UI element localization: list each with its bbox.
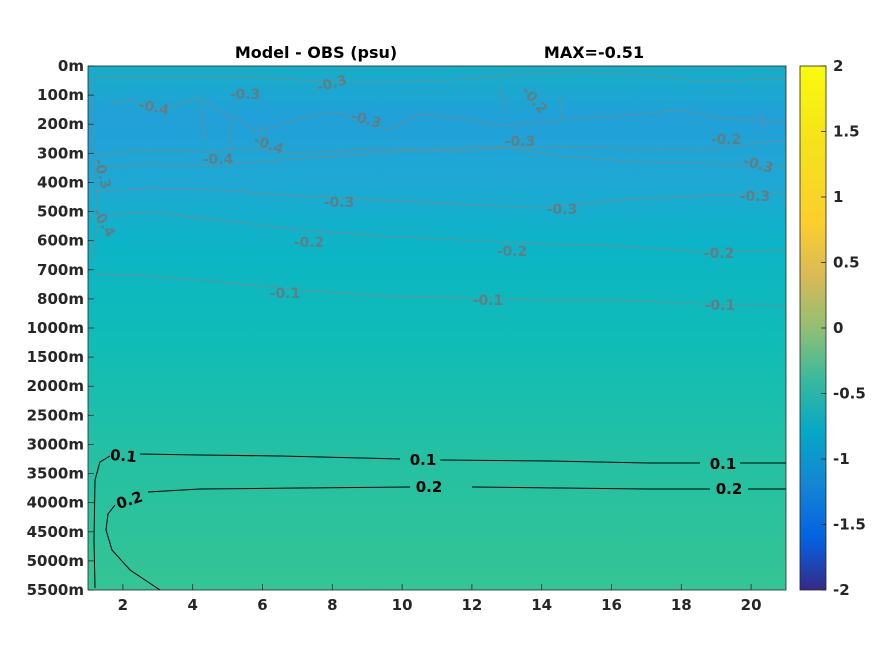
contour-label: -0.3: [230, 87, 261, 103]
x-tick-label: 18: [671, 596, 692, 614]
contour-label: 0.1: [109, 446, 137, 466]
x-tick-label: 8: [327, 596, 337, 614]
positive-contours: [93, 453, 786, 591]
y-tick-label: 1500m: [27, 348, 84, 366]
y-tick-label: 300m: [37, 144, 84, 162]
y-tick-label: 400m: [37, 173, 84, 191]
colorbar-tick-label: 1.5: [833, 123, 860, 141]
y-axis: 0m 100m 200m 300m 400m 500m 600m 700m 800m 1000m 1…: [27, 57, 94, 599]
negative-contours: [91, 71, 787, 307]
y-tick-label: 500m: [37, 203, 84, 221]
contour-label: -0.3: [315, 72, 349, 95]
contour-label: -0.2: [704, 246, 735, 262]
contour-label: 0.1: [710, 455, 737, 473]
y-tick-label: 800m: [37, 290, 84, 308]
y-tick-label: 700m: [37, 261, 84, 279]
heatmap-field: [88, 66, 786, 590]
x-tick-label: 10: [392, 596, 413, 614]
contour-line: [95, 273, 787, 307]
y-tick-label: 1000m: [27, 319, 84, 337]
contour-label: -0.1: [473, 293, 504, 309]
y-tick-label: 100m: [37, 86, 84, 104]
y-tick-label: 0m: [58, 57, 84, 75]
contour-line: [91, 211, 787, 253]
x-tick-label: 16: [601, 596, 622, 614]
y-tick-label: 3500m: [27, 465, 84, 483]
y-tick-label: 4500m: [27, 523, 84, 541]
colorbar-tick-label: 0.5: [833, 254, 860, 272]
contour-label: -0.3: [547, 202, 578, 218]
contour-label: -0.4: [203, 152, 234, 168]
contour-line: [91, 71, 787, 83]
y-tick-label: 600m: [37, 232, 84, 250]
plot-title: Model - OBS (psu): [235, 43, 397, 62]
x-tick-label: 12: [461, 596, 482, 614]
contour-line: [199, 85, 765, 151]
y-tick-label: 2500m: [27, 406, 84, 424]
contour-label: -0.3: [324, 195, 355, 211]
contour-line-0.1: [439, 459, 700, 464]
colorbar-tick-label: -0.5: [833, 385, 866, 403]
colorbar-tick-label: -1: [833, 450, 850, 468]
contour-label: -0.2: [294, 235, 325, 251]
y-tick-label: 4000m: [27, 494, 84, 512]
x-tick-label: 2: [118, 596, 128, 614]
contour-line-0.2: [147, 486, 411, 493]
x-tick-label: 6: [257, 596, 267, 614]
contour-label: -0.3: [349, 108, 383, 131]
colorbar-tick-label: -2: [833, 581, 850, 599]
contour-label: -0.4: [137, 97, 171, 119]
y-tick-label: 2000m: [27, 377, 84, 395]
contour-label: -0.3: [741, 153, 775, 176]
contour-label: -0.1: [705, 298, 736, 314]
max-label: MAX=-0.51: [544, 43, 644, 62]
contour-label: -0.1: [270, 286, 301, 302]
colorbar-tick-label: 1: [833, 188, 843, 206]
y-tick-label: 5500m: [27, 581, 84, 599]
contour-label: -0.3: [505, 134, 536, 150]
x-axis: 2 4 6 8 10 12 14 16 18 20: [118, 584, 762, 614]
colorbar-tick-label: -1.5: [833, 516, 866, 534]
colorbar-tick-label: 2: [833, 57, 843, 75]
contour-line: [95, 145, 787, 169]
contour-line-0.1: [93, 455, 111, 589]
contour-label: 0.1: [410, 451, 437, 469]
plot-area: -0.3 -0.4 -0.3 -0.3 -0.4 -0.2 -0.3 -0.4 …: [87, 65, 787, 591]
y-tick-label: 5000m: [27, 552, 84, 570]
colorbar-ticks: 2 1.5 1 0.5 0 -0.5 -1 -1.5 -2: [821, 57, 866, 599]
colorbar-tick-label: 0: [833, 319, 843, 337]
y-tick-label: 200m: [37, 115, 84, 133]
y-tick-label: 3000m: [27, 435, 84, 453]
contour-label: -0.2: [497, 244, 528, 260]
x-tick-label: 4: [187, 596, 197, 614]
contour-label: -0.2: [711, 132, 742, 148]
contour-line: [99, 139, 787, 157]
contour-line: [109, 97, 787, 133]
contour-label: 0.2: [716, 480, 743, 498]
colorbar: 2 1.5 1 0.5 0 -0.5 -1 -1.5 -2: [799, 57, 866, 599]
x-tick-label: 20: [741, 596, 762, 614]
contour-label: 0.2: [416, 478, 443, 496]
contour-label: -0.3: [90, 157, 113, 191]
contour-line-0.2: [471, 486, 710, 490]
contour-label: -0.3: [740, 189, 771, 205]
contour-line-0.2: [105, 504, 161, 591]
contour-line: [91, 187, 787, 209]
contour-line-0.1: [139, 453, 401, 460]
x-tick-label: 14: [531, 596, 552, 614]
contour-line: [91, 79, 99, 261]
